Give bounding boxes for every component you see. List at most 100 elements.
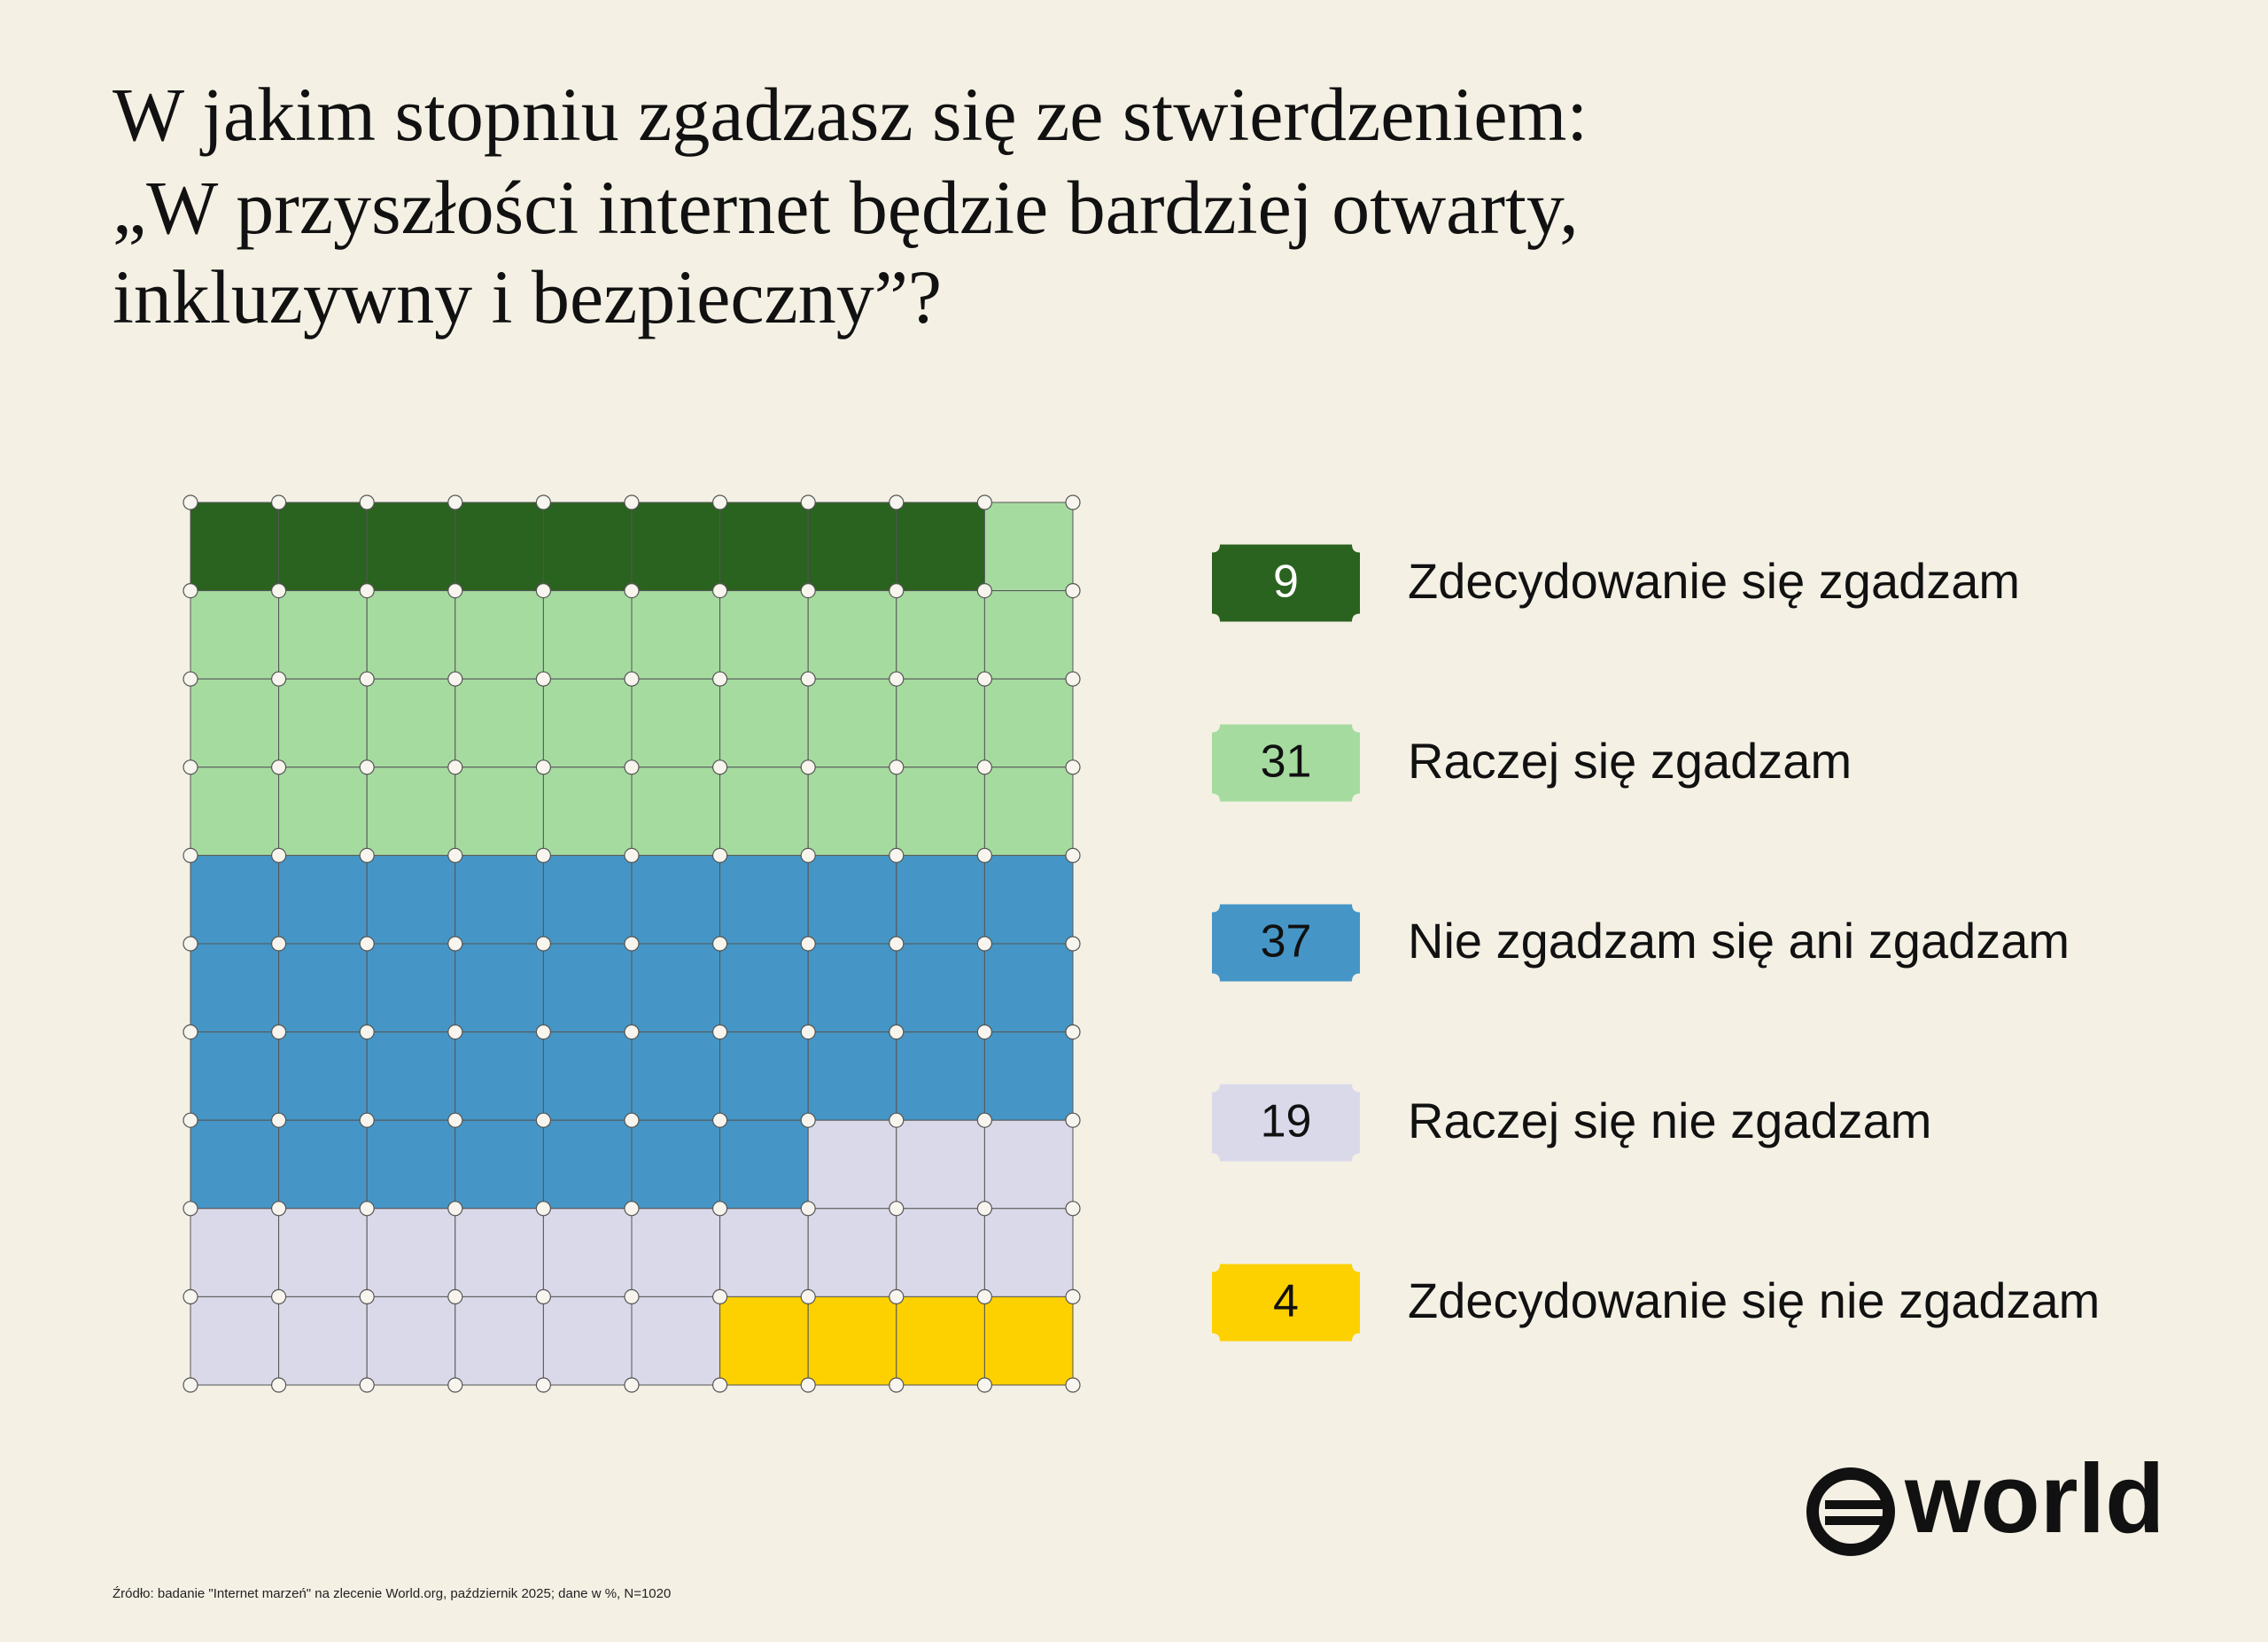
grid-dot — [889, 1023, 905, 1040]
chart-title: inkluzywny i bezpieczny”? — [113, 254, 942, 339]
grid-dot — [976, 759, 993, 775]
waffle-cell — [807, 854, 897, 945]
logo-text: world — [1904, 1444, 2164, 1553]
grid-dot — [183, 1377, 198, 1393]
grid-dot — [359, 1112, 375, 1128]
grid-dot — [711, 1377, 728, 1393]
waffle-cell — [278, 1208, 368, 1297]
grid-dot — [183, 759, 198, 775]
grid-dot — [976, 1288, 993, 1305]
waffle-cell — [454, 943, 544, 1033]
legend-label: Zdecydowanie się zgadzam — [1408, 553, 2020, 609]
grid-dot — [1065, 582, 1081, 599]
grid-dot — [624, 671, 640, 687]
waffle-cell — [983, 1296, 1074, 1386]
waffle-cell — [896, 767, 985, 856]
grid-dot — [535, 671, 552, 687]
waffle-cell — [278, 590, 368, 680]
waffle-cell — [719, 678, 809, 768]
waffle-cell — [190, 854, 280, 945]
grid-dot — [1065, 1377, 1081, 1393]
legend-swatch — [1212, 1264, 1360, 1342]
waffle-cell — [190, 767, 280, 856]
waffle-cell — [719, 1208, 809, 1297]
grid-dot — [359, 1288, 375, 1305]
grid-dot — [1065, 759, 1081, 775]
waffle-cell — [366, 767, 456, 856]
grid-dot — [711, 1112, 728, 1128]
waffle-cell — [631, 1208, 721, 1297]
waffle-cell — [631, 1119, 721, 1210]
waffle-cell — [542, 678, 633, 768]
waffle-cell — [896, 590, 985, 680]
waffle-cell — [719, 590, 809, 680]
waffle-cell — [983, 590, 1074, 680]
grid-dot — [359, 936, 375, 952]
waffle-cell — [366, 1296, 456, 1386]
grid-dot — [889, 936, 905, 952]
waffle-cell — [454, 854, 544, 945]
grid-dot — [271, 671, 287, 687]
grid-dot — [447, 936, 463, 952]
grid-dot — [1065, 671, 1081, 687]
grid-dot — [711, 1023, 728, 1040]
grid-dot — [711, 494, 728, 510]
grid-dot — [271, 494, 287, 510]
grid-dot — [183, 582, 198, 599]
waffle-cell — [631, 854, 721, 945]
waffle-cell — [631, 1296, 721, 1386]
waffle-cell — [190, 590, 280, 680]
waffle-cell — [983, 678, 1074, 768]
grid-dot — [889, 759, 905, 775]
grid-dot — [535, 1201, 552, 1217]
source-note: Źródło: badanie "Internet marzeń" na zle… — [113, 1586, 671, 1601]
grid-dot — [711, 671, 728, 687]
grid-dot — [535, 1112, 552, 1128]
logo-icon — [1806, 1467, 1895, 1556]
grid-dot — [183, 494, 198, 510]
grid-dot — [711, 582, 728, 599]
grid-dot — [359, 759, 375, 775]
waffle-cell — [454, 590, 544, 680]
waffle-cell — [807, 678, 897, 768]
legend-swatch — [1212, 1084, 1360, 1162]
grid-dot — [624, 1023, 640, 1040]
waffle-cell — [542, 767, 633, 856]
waffle-cell — [631, 590, 721, 680]
grid-dot — [624, 1288, 640, 1305]
grid-dot — [535, 936, 552, 952]
waffle-cell — [719, 1296, 809, 1386]
legend-value: 4 — [1273, 1276, 1299, 1327]
grid-dot — [800, 936, 816, 952]
grid-dot — [359, 494, 375, 510]
grid-dot — [711, 1201, 728, 1217]
waffle-cell — [190, 1031, 280, 1121]
grid-dot — [447, 1023, 463, 1040]
waffle-cell — [366, 1119, 456, 1210]
waffle-cell — [454, 1208, 544, 1297]
waffle-cell — [983, 1119, 1074, 1210]
grid-dot — [271, 1023, 287, 1040]
grid-dot — [271, 936, 287, 952]
grid-dot — [447, 1288, 463, 1305]
grid-dot — [447, 1201, 463, 1217]
grid-dot — [359, 847, 375, 864]
legend-label: Raczej się nie zgadzam — [1408, 1093, 1931, 1148]
grid-dot — [183, 671, 198, 687]
grid-dot — [271, 847, 287, 864]
waffle-cell — [631, 1031, 721, 1121]
grid-dot — [359, 1023, 375, 1040]
grid-dot — [889, 494, 905, 510]
grid-dot — [535, 1377, 552, 1393]
waffle-cell — [896, 854, 985, 945]
waffle-cell — [983, 854, 1074, 945]
waffle-cell — [807, 767, 897, 856]
grid-dot — [1065, 494, 1081, 510]
grid-dot — [183, 1112, 198, 1128]
grid-dot — [359, 1201, 375, 1217]
waffle-cell — [896, 1208, 985, 1297]
waffle-cell — [896, 943, 985, 1033]
waffle-cell — [542, 1119, 633, 1210]
grid-dot — [976, 1112, 993, 1128]
